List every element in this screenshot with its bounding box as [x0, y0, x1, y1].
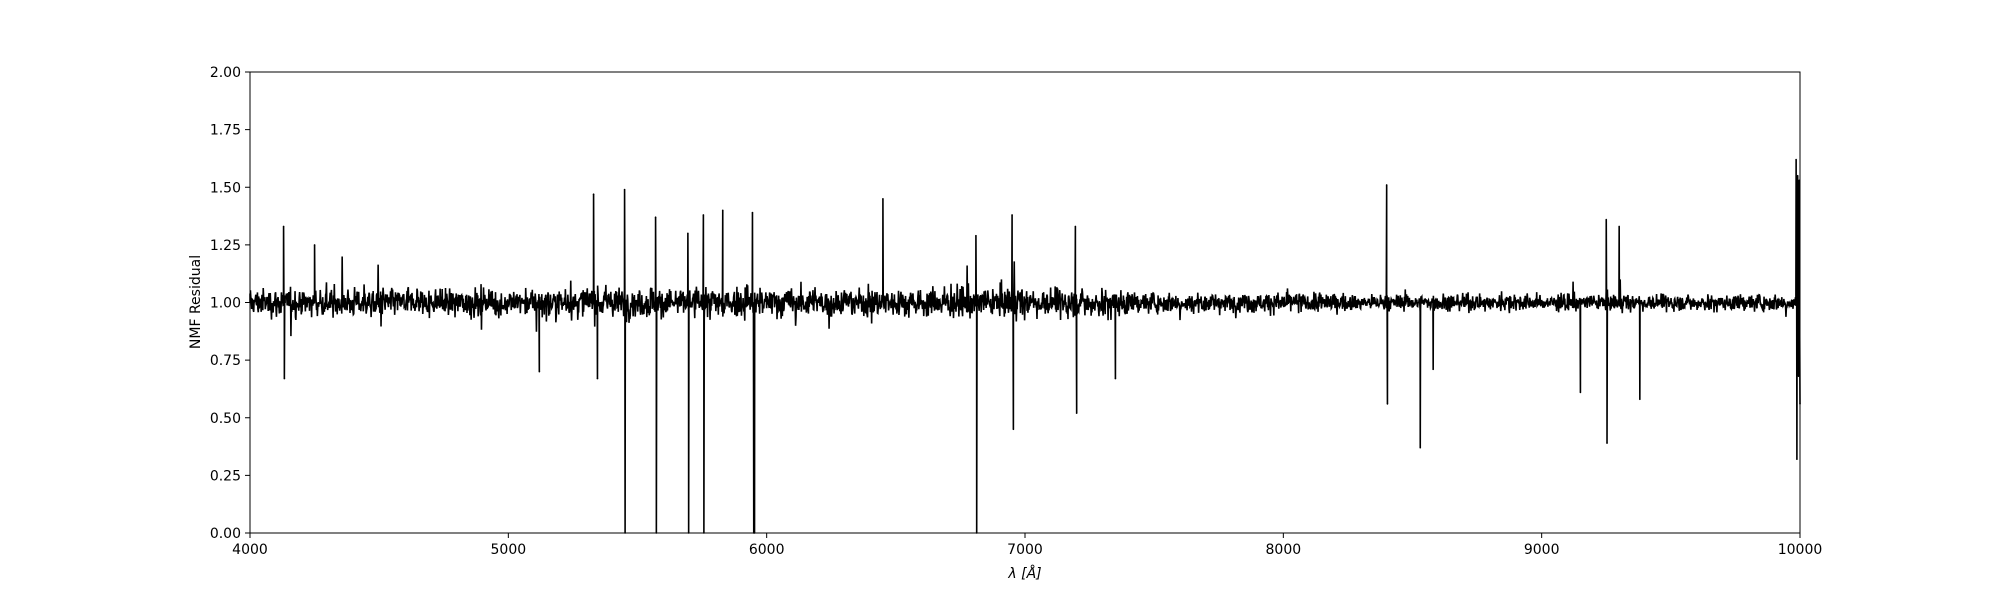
- y-axis-label: NMF Residual: [188, 255, 204, 349]
- y-tick-label: 1.50: [210, 180, 241, 196]
- y-tick-label: 1.25: [210, 238, 241, 254]
- data-point: [624, 301, 627, 304]
- data-point: [1074, 225, 1077, 228]
- data-point: [282, 225, 285, 228]
- data-point: [721, 209, 724, 212]
- data-point: [313, 244, 316, 246]
- data-point: [283, 377, 286, 380]
- y-tick-label: 2.00: [210, 65, 241, 81]
- x-tick-label: 5000: [491, 542, 527, 558]
- data-point: [1114, 377, 1117, 380]
- data-point: [1075, 412, 1078, 414]
- data-point: [882, 197, 884, 200]
- data-point: [1385, 184, 1388, 186]
- x-tick-label: 7000: [1007, 542, 1043, 558]
- data-point: [1432, 368, 1434, 371]
- y-tick-label: 0.00: [210, 526, 241, 542]
- y-tick-label: 0.75: [210, 353, 241, 369]
- y-tick-label: 0.50: [210, 411, 241, 427]
- data-point: [1420, 301, 1422, 304]
- data-point: [597, 301, 600, 304]
- data-point: [1618, 225, 1620, 228]
- data-point: [656, 301, 658, 304]
- series-layer: [249, 158, 1801, 534]
- x-tick-label: 6000: [749, 542, 785, 558]
- data-point: [1795, 158, 1797, 161]
- data-point: [1579, 391, 1582, 394]
- x-tick-label: 8000: [1266, 542, 1302, 558]
- data-point: [976, 301, 979, 304]
- data-point: [1796, 458, 1798, 461]
- x-axis: 4000 5000 6000 7000 8000 9000 10000: [232, 533, 1822, 558]
- data-point: [702, 214, 705, 216]
- y-tick-label: 0.25: [210, 468, 241, 484]
- data-point: [1639, 398, 1641, 401]
- data-point: [596, 377, 599, 380]
- data-point: [975, 234, 977, 237]
- data-point: [623, 188, 626, 191]
- data-point: [538, 370, 541, 373]
- data-point: [1419, 446, 1422, 449]
- x-tick-label: 9000: [1524, 542, 1560, 558]
- data-point: [751, 211, 754, 214]
- data-point: [592, 193, 595, 195]
- data-point: [688, 301, 691, 304]
- data-point: [1797, 375, 1800, 378]
- data-point: [1011, 214, 1013, 216]
- x-axis-label: λ [Å]: [1007, 565, 1041, 582]
- data-point: [1387, 301, 1390, 304]
- data-point: [687, 232, 689, 235]
- data-point: [703, 301, 706, 304]
- data-point: [1012, 428, 1015, 431]
- y-tick-label: 1.00: [210, 296, 241, 312]
- data-point: [654, 216, 657, 219]
- residual-series-line: [249, 159, 1801, 534]
- data-point: [284, 301, 286, 304]
- x-tick-label: 4000: [232, 542, 268, 558]
- data-point: [754, 301, 757, 304]
- data-point: [1605, 218, 1608, 221]
- x-tick-label: 10000: [1778, 542, 1823, 558]
- data-point: [1796, 174, 1799, 177]
- data-point: [1386, 403, 1389, 405]
- data-point: [1606, 442, 1608, 444]
- y-tick-label: 1.75: [210, 123, 241, 139]
- y-axis: 0.00 0.25 0.50 0.75 1.00 1.25 1.50 1.75 2.00: [210, 65, 250, 542]
